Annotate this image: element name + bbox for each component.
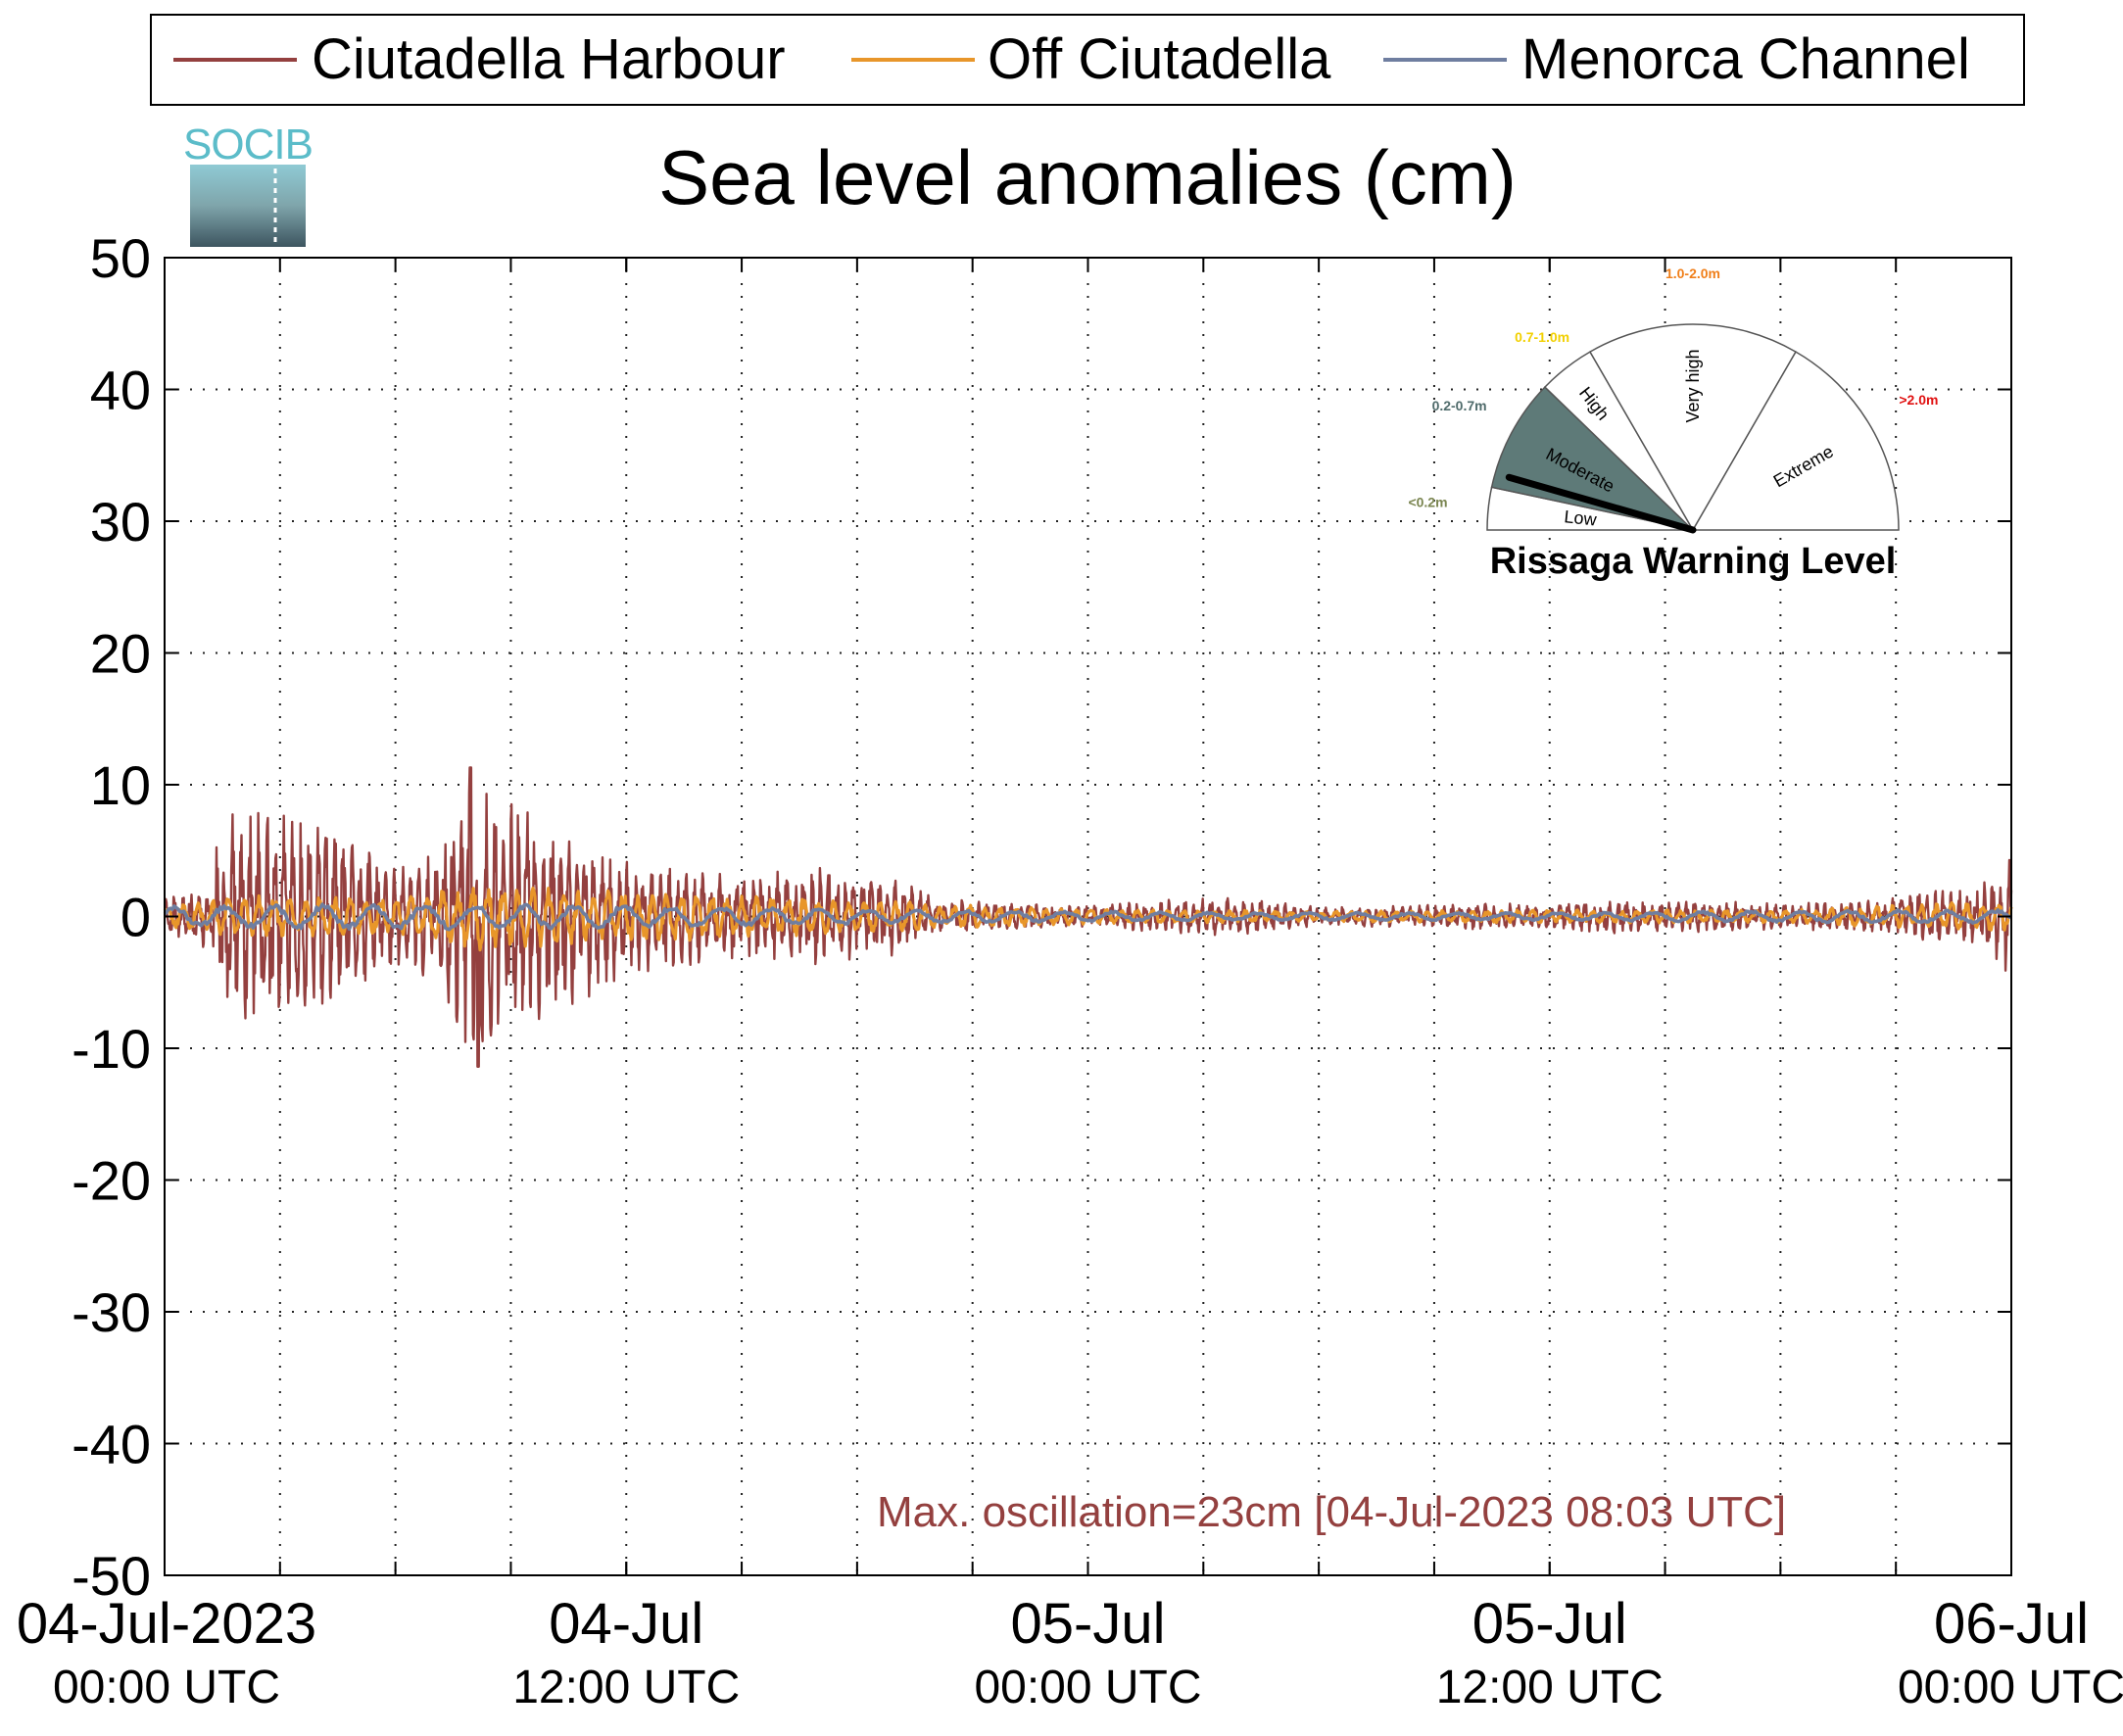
x-tick-date-label: 05-Jul bbox=[1472, 1592, 1627, 1656]
x-tick-date-label: 04-Jul bbox=[549, 1592, 703, 1656]
socib-logo-block bbox=[190, 165, 306, 247]
x-axis: 04-Jul-2023 00:00 UTC 04-Jul 12:00 UTC 05-Ju… bbox=[17, 258, 2123, 1713]
gauge-sector-label: Low bbox=[1564, 506, 1599, 529]
y-tick-label: 10 bbox=[90, 754, 151, 816]
gauge-sector-label: Very high bbox=[1683, 349, 1703, 422]
rissaga-warning-gauge: <0.2mLow0.2-0.7mModerate0.7-1.0mHigh1.0-… bbox=[1408, 265, 1938, 582]
x-tick-date-label: 04-Jul-2023 bbox=[17, 1592, 316, 1656]
legend-label-menorca-channel: Menorca Channel bbox=[1521, 27, 1970, 91]
gauge-sector-very-high bbox=[1588, 323, 1798, 532]
socib-logo-text: SOCIB bbox=[183, 121, 313, 169]
gauge-needle bbox=[1505, 473, 1697, 534]
legend-label-off-ciutadella: Off Ciutadella bbox=[988, 27, 1331, 91]
x-tick-time-label: 12:00 UTC bbox=[1436, 1662, 1664, 1713]
series-line-ciutadella-harbour bbox=[164, 766, 2013, 1069]
y-tick-label: -50 bbox=[72, 1545, 151, 1607]
legend-label-ciutadella-harbour: Ciutadella Harbour bbox=[312, 27, 786, 91]
max-oscillation-annotation: Max. oscillation=23cm [04-Jul-2023 08:03… bbox=[877, 1488, 1786, 1536]
y-tick-label: 40 bbox=[90, 360, 151, 421]
x-tick-time-label: 00:00 UTC bbox=[1898, 1662, 2123, 1713]
y-tick-label: -10 bbox=[72, 1018, 151, 1080]
chart-title: Sea level anomalies (cm) bbox=[658, 134, 1517, 220]
y-tick-label: 0 bbox=[121, 887, 151, 948]
x-tick-date-label: 06-Jul bbox=[1934, 1592, 2089, 1656]
y-tick-label: -20 bbox=[72, 1150, 151, 1212]
y-axis: 50 40 30 20 10 0 -10 -20 -30 -40 -50 bbox=[72, 227, 2011, 1607]
y-tick-label: 50 bbox=[90, 227, 151, 289]
gauge-range-label: 1.0-2.0m bbox=[1665, 265, 1720, 281]
gauge-sector-moderate bbox=[1490, 386, 1696, 532]
gauge-range-label: >2.0m bbox=[1899, 392, 1938, 408]
gauge-range-label: <0.2m bbox=[1408, 495, 1447, 510]
y-tick-label: 30 bbox=[90, 491, 151, 553]
y-tick-label: -40 bbox=[72, 1414, 151, 1475]
y-tick-label: 20 bbox=[90, 623, 151, 685]
socib-logo: SOCIB bbox=[183, 121, 314, 247]
gauge-range-label: 0.2-0.7m bbox=[1432, 398, 1487, 413]
series-lines bbox=[163, 766, 2013, 1069]
x-tick-time-label: 00:00 UTC bbox=[974, 1662, 1201, 1713]
legend: Ciutadella Harbour Off Ciutadella Menorc… bbox=[150, 14, 2025, 106]
y-tick-label: -30 bbox=[72, 1281, 151, 1343]
series-line-menorca-channel bbox=[163, 902, 2012, 932]
x-tick-time-label: 12:00 UTC bbox=[512, 1662, 740, 1713]
gauge-sector-extreme bbox=[1691, 351, 1900, 531]
x-tick-time-label: 00:00 UTC bbox=[53, 1662, 280, 1713]
x-tick-date-label: 05-Jul bbox=[1011, 1592, 1166, 1656]
series-line-off-ciutadella bbox=[163, 886, 2013, 952]
gauge-title: Rissaga Warning Level bbox=[1490, 541, 1897, 582]
legend-box bbox=[150, 14, 2025, 106]
gauge-range-label: 0.7-1.0m bbox=[1515, 329, 1569, 345]
